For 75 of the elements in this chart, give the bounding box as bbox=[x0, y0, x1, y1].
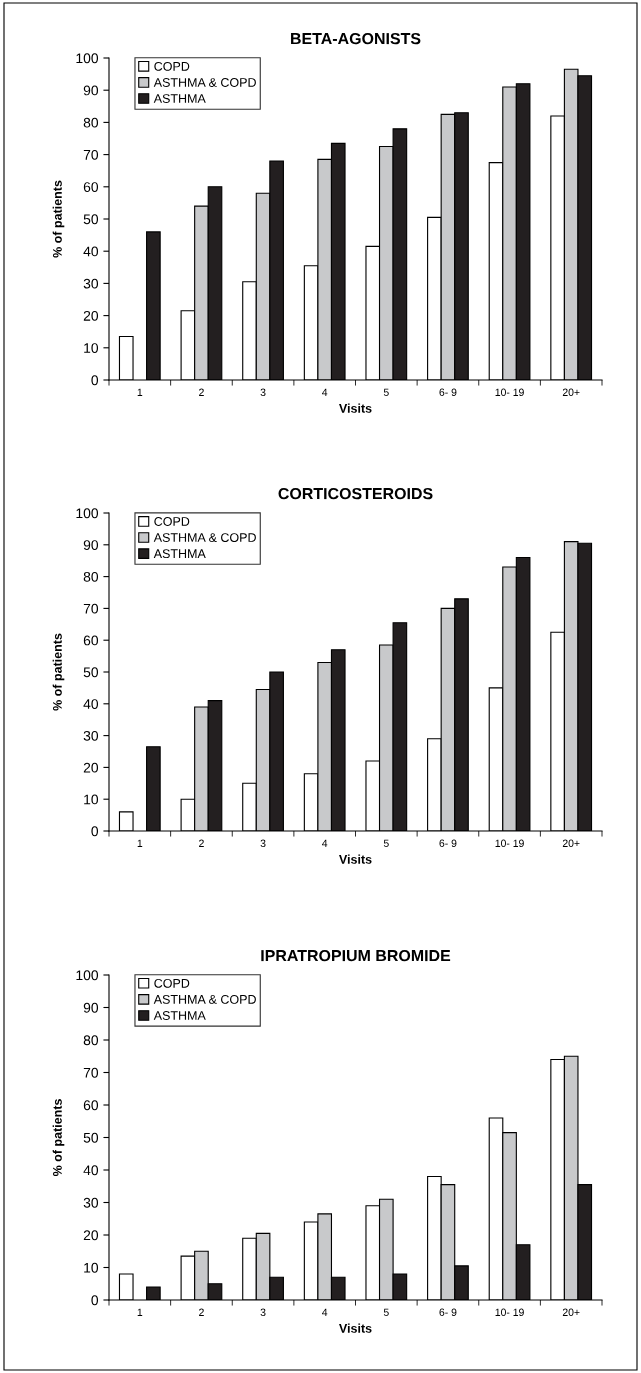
y-tick-label: 100 bbox=[76, 53, 99, 64]
y-tick-label: 50 bbox=[83, 214, 99, 225]
x-tick-label: 3 bbox=[260, 1308, 266, 1316]
x-axis-title: Visits bbox=[339, 854, 372, 864]
legend-label: ASTHMA & COPD bbox=[153, 533, 256, 542]
x-tick-label: 20+ bbox=[562, 839, 580, 847]
y-tick-label: 60 bbox=[83, 182, 99, 192]
legend-label: COPD bbox=[154, 61, 190, 71]
x-tick-label: 10- 19 bbox=[495, 1308, 524, 1316]
x-tick-label: 5 bbox=[383, 839, 389, 847]
legend-label: ASTHMA bbox=[153, 549, 206, 559]
y-tick-label: 10 bbox=[84, 343, 99, 353]
x-axis-title: Visits bbox=[339, 403, 372, 413]
x-tick-label: 10- 19 bbox=[495, 388, 524, 396]
x-tick-label: 4 bbox=[322, 388, 328, 396]
y-axis-title: % of patients bbox=[52, 1099, 65, 1177]
y-tick-label: 10 bbox=[84, 794, 99, 805]
x-tick-label: 4 bbox=[322, 839, 328, 847]
x-tick-label: 4 bbox=[322, 1308, 328, 1316]
legend-label: ASTHMA & COPD bbox=[153, 994, 256, 1004]
y-tick-label: 30 bbox=[83, 278, 99, 289]
y-tick-label: 70 bbox=[83, 149, 99, 160]
y-tick-label: 80 bbox=[83, 571, 99, 582]
y-tick-label: 30 bbox=[83, 730, 99, 741]
y-tick-label: 60 bbox=[83, 635, 99, 646]
y-tick-label: 100 bbox=[76, 508, 99, 519]
x-tick-label: 2 bbox=[199, 839, 204, 847]
x-tick-label: 2 bbox=[199, 388, 204, 396]
chart-title: CORTICOSTEROIDS bbox=[278, 487, 433, 500]
x-tick-label: 20+ bbox=[562, 1308, 580, 1316]
x-tick-label: 1 bbox=[137, 839, 143, 847]
x-tick-label: 5 bbox=[383, 388, 389, 396]
legend-label: ASTHMA bbox=[153, 1011, 206, 1020]
x-tick-label: 1 bbox=[137, 1308, 143, 1316]
y-tick-label: 70 bbox=[83, 1067, 99, 1078]
y-tick-label: 100 bbox=[76, 970, 99, 981]
x-tick-label: 3 bbox=[260, 839, 266, 847]
x-tick-label: 6- 9 bbox=[439, 1308, 457, 1316]
y-tick-label: 60 bbox=[83, 1100, 99, 1111]
y-tick-label: 90 bbox=[83, 85, 99, 96]
y-tick-label: 80 bbox=[83, 117, 99, 128]
y-tick-label: 0 bbox=[91, 375, 99, 386]
y-tick-label: 40 bbox=[83, 1165, 99, 1176]
x-tick-label: 20+ bbox=[562, 388, 580, 396]
y-tick-label: 80 bbox=[83, 1035, 99, 1046]
chart-title: BETA-AGONISTS bbox=[291, 32, 421, 45]
y-tick-label: 30 bbox=[83, 1197, 99, 1208]
y-tick-label: 40 bbox=[83, 699, 99, 709]
y-tick-label: 40 bbox=[83, 246, 99, 257]
x-tick-label: 2 bbox=[199, 1308, 204, 1316]
y-tick-label: 20 bbox=[83, 1230, 99, 1241]
legend-label: ASTHMA & COPD bbox=[153, 78, 256, 87]
legend-label: COPD bbox=[154, 978, 190, 988]
y-tick-label: 90 bbox=[83, 1002, 99, 1013]
y-axis-title: % of patients bbox=[52, 180, 65, 258]
legend-label: ASTHMA bbox=[153, 94, 206, 103]
x-tick-label: 6- 9 bbox=[439, 388, 457, 396]
y-tick-label: 10 bbox=[84, 1262, 99, 1273]
x-axis-title: Visits bbox=[339, 1323, 372, 1333]
x-tick-label: 3 bbox=[260, 388, 266, 396]
y-tick-label: 0 bbox=[91, 826, 99, 837]
y-tick-label: 50 bbox=[83, 667, 99, 678]
y-axis-title: % of patients bbox=[52, 633, 65, 711]
y-tick-label: 70 bbox=[83, 603, 99, 614]
y-tick-label: 20 bbox=[83, 762, 99, 773]
y-tick-label: 90 bbox=[83, 540, 99, 550]
y-tick-label: 20 bbox=[83, 310, 99, 321]
legend-label: COPD bbox=[154, 517, 190, 526]
y-tick-label: 0 bbox=[91, 1295, 99, 1306]
chart-title: IPRATROPIUM BROMIDE bbox=[261, 949, 451, 962]
x-tick-label: 5 bbox=[383, 1308, 389, 1316]
x-tick-label: 10- 19 bbox=[495, 839, 524, 847]
y-tick-label: 50 bbox=[83, 1132, 99, 1143]
x-tick-label: 1 bbox=[137, 388, 143, 396]
x-tick-label: 6- 9 bbox=[439, 839, 457, 847]
